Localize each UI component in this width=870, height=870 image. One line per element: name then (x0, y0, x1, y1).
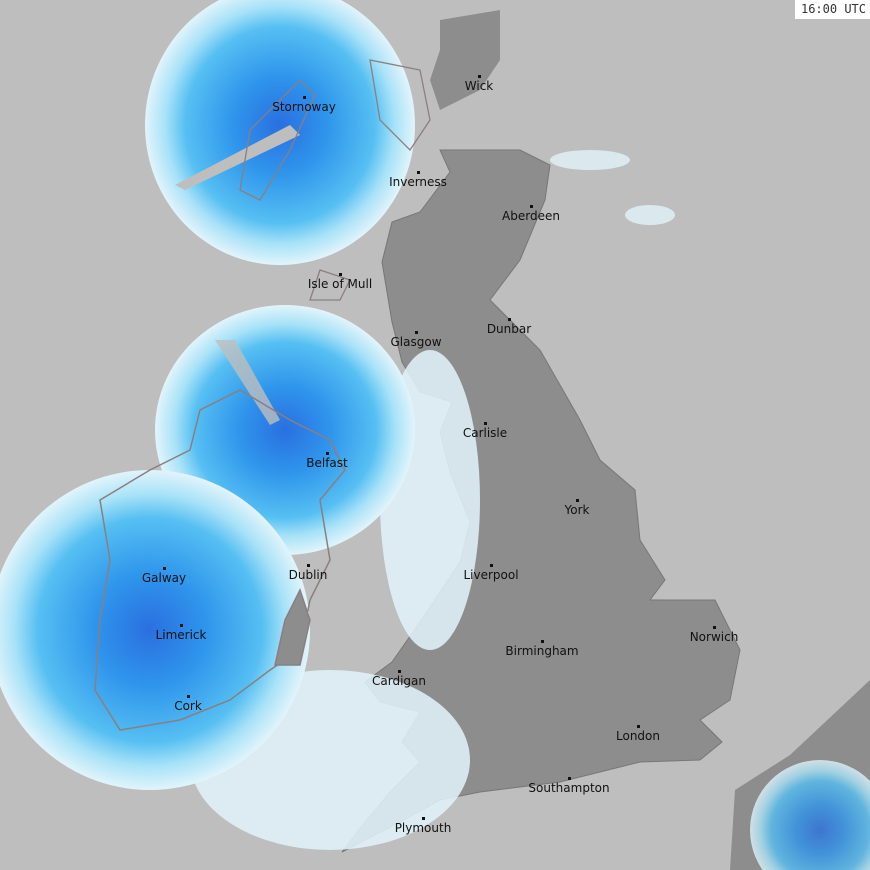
city-marker-icon (541, 640, 544, 643)
city-label: London (616, 729, 660, 743)
city-label: Birmingham (505, 644, 579, 658)
city-marker-icon (530, 205, 533, 208)
city-marker-icon (713, 626, 716, 629)
city-marker-icon (398, 670, 401, 673)
city-label: Limerick (155, 628, 207, 642)
city-marker-icon (568, 777, 571, 780)
city-label: Liverpool (463, 568, 519, 582)
city-marker-icon (415, 331, 418, 334)
city-label: Wick (464, 79, 494, 93)
city-marker-icon (484, 422, 487, 425)
city-marker-icon (303, 96, 306, 99)
timestamp-label: 16:00 UTC (794, 0, 870, 19)
city-label: Glasgow (390, 335, 442, 349)
city-label: Cork (174, 699, 202, 713)
city-marker-icon (417, 171, 420, 174)
city-marker-icon (326, 452, 329, 455)
city-marker-icon (490, 564, 493, 567)
city-marker-icon (339, 273, 342, 276)
city-label: Aberdeen (502, 209, 560, 223)
scottish-islands (239, 59, 431, 301)
city-marker-icon (307, 564, 310, 567)
city-marker-icon (478, 75, 481, 78)
city-label: Galway (141, 571, 187, 585)
city-label: Belfast (306, 456, 348, 470)
great-britain-land (341, 10, 741, 853)
city-label: Dunbar (486, 322, 532, 336)
city-label: Dublin (288, 568, 328, 582)
city-label: Stornoway (272, 100, 336, 114)
city-label: Isle of Mull (307, 277, 373, 291)
city-marker-icon (422, 817, 425, 820)
city-marker-icon (180, 624, 183, 627)
city-label: Carlisle (462, 426, 508, 440)
city-marker-icon (163, 567, 166, 570)
city-marker-icon (508, 318, 511, 321)
city-label: Inverness (389, 175, 447, 189)
ireland-outline (94, 389, 346, 731)
city-label: Southampton (528, 781, 610, 795)
city-label: Norwich (689, 630, 739, 644)
city-marker-icon (637, 725, 640, 728)
city-label: York (564, 503, 590, 517)
city-marker-icon (187, 695, 190, 698)
city-label: Cardigan (372, 674, 426, 688)
city-marker-icon (576, 499, 579, 502)
city-label: Plymouth (394, 821, 452, 835)
